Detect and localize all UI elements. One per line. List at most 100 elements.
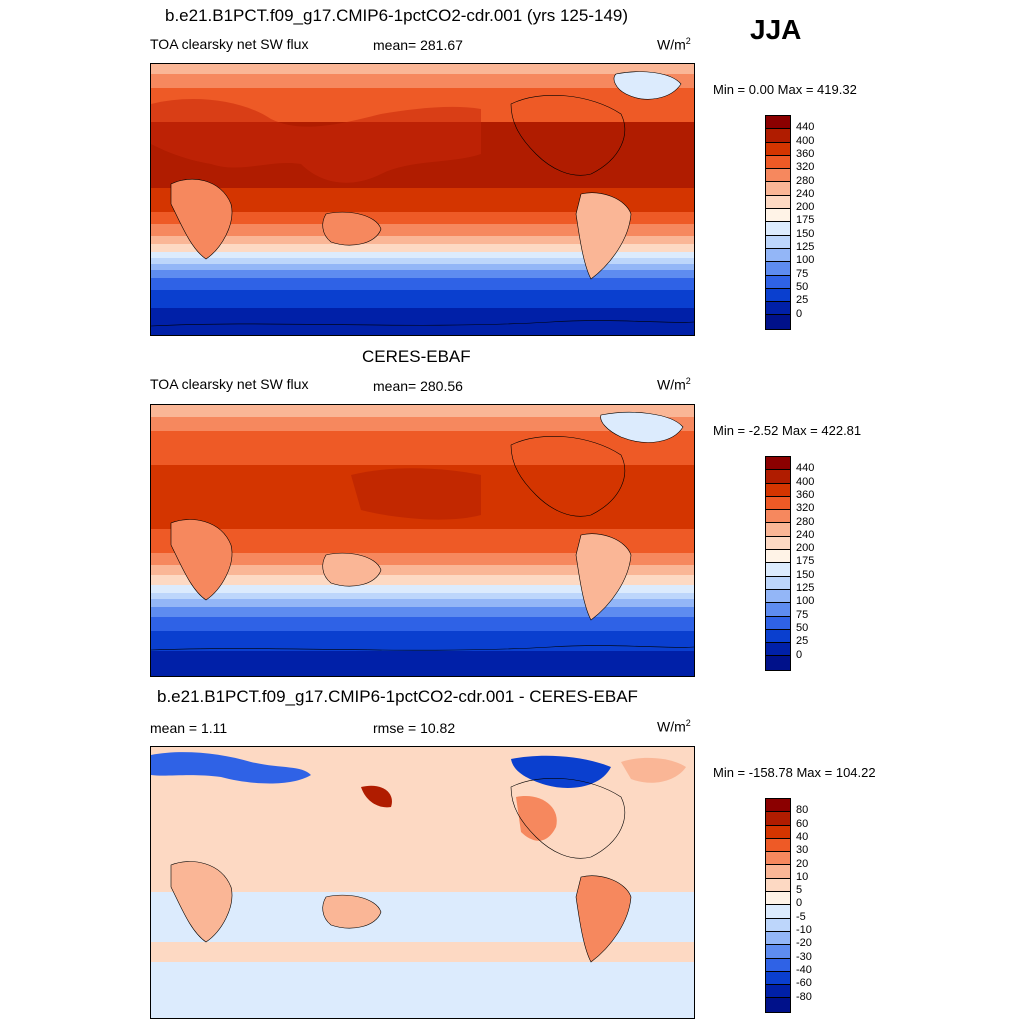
colorbar-swatch: [766, 892, 790, 906]
colorbar-tick-label: 440: [796, 121, 815, 134]
panel-2-map: [150, 404, 695, 677]
panel-3-mean: mean = 1.11: [150, 720, 228, 736]
panel-3-title: b.e21.B1PCT.f09_g17.CMIP6-1pctCO2-cdr.00…: [157, 687, 638, 706]
colorbar-swatch: [766, 971, 790, 986]
colorbar-tick-label: -5: [796, 910, 806, 923]
panel-1-units: W/m2: [657, 36, 691, 53]
colorbar-swatch: [766, 275, 790, 289]
colorbar-swatch: [766, 155, 790, 170]
colorbar-tick-label: 25: [796, 294, 809, 307]
colorbar-swatch: [766, 812, 790, 826]
colorbar-tick-label: 320: [796, 502, 815, 515]
colorbar-tick-label: 40: [796, 830, 809, 843]
colorbar-swatch: [766, 865, 790, 879]
season-label: JJA: [750, 14, 802, 45]
colorbar-tick-label: 280: [796, 515, 815, 528]
colorbar-tick-label: 80: [796, 804, 809, 817]
colorbar-swatch: [766, 838, 790, 853]
colorbar-tick-label: 360: [796, 147, 815, 160]
panel-2-colorbar: [765, 456, 791, 671]
colorbar-swatch: [766, 656, 790, 670]
colorbar-tick-label: 175: [796, 555, 815, 568]
colorbar-tick-label: 440: [796, 462, 815, 475]
colorbar-tick-label: -40: [796, 963, 812, 976]
colorbar-swatch: [766, 576, 790, 590]
colorbar-tick-label: -80: [796, 990, 812, 1003]
colorbar-swatch: [766, 302, 790, 316]
colorbar-tick-label: -60: [796, 977, 812, 990]
colorbar-swatch: [766, 288, 790, 303]
colorbar-swatch: [766, 958, 790, 972]
panel-1-colorbar: [765, 115, 791, 330]
colorbar-tick-label: 0: [796, 648, 803, 661]
colorbar-tick-label: 30: [796, 844, 809, 857]
colorbar-tick-label: 100: [796, 595, 815, 608]
colorbar-tick-label: 360: [796, 488, 815, 501]
colorbar-swatch: [766, 222, 790, 236]
colorbar-swatch: [766, 457, 790, 471]
panel-2-minmax: Min = -2.52 Max = 422.81: [713, 423, 862, 438]
panel-1-minmax: Min = 0.00 Max = 419.32: [713, 82, 857, 97]
colorbar-tick-label: 400: [796, 475, 815, 488]
colorbar-swatch: [766, 235, 790, 249]
colorbar-tick-label: 320: [796, 161, 815, 174]
colorbar-tick-label: 75: [796, 608, 809, 621]
colorbar-tick-label: 10: [796, 870, 809, 883]
colorbar-tick-label: 150: [796, 568, 815, 581]
colorbar-tick-label: 240: [796, 187, 815, 200]
colorbar-swatch: [766, 799, 790, 813]
colorbar-swatch: [766, 550, 790, 564]
panel-3-rmse: rmse = 10.82: [373, 720, 456, 736]
colorbar-tick-label: -30: [796, 950, 812, 963]
panel-1-mean: mean= 281.67: [373, 37, 463, 53]
colorbar-swatch: [766, 589, 790, 604]
colorbar-tick-label: 0: [796, 307, 803, 320]
colorbar-tick-label: -10: [796, 924, 812, 936]
panel-3-minmax: Min = -158.78 Max = 104.22: [713, 765, 876, 780]
colorbar-swatch: [766, 985, 790, 999]
panel-3-colorbar: [765, 798, 791, 1013]
colorbar-swatch: [766, 169, 790, 183]
colorbar-swatch: [766, 918, 790, 932]
colorbar-tick-label: 175: [796, 214, 815, 227]
colorbar-swatch: [766, 931, 790, 946]
colorbar-swatch: [766, 825, 790, 839]
colorbar-tick-label: 240: [796, 528, 815, 541]
colorbar-tick-label: 50: [796, 280, 809, 293]
colorbar-swatch: [766, 563, 790, 577]
panel-3-units: W/m2: [657, 718, 691, 735]
colorbar-swatch: [766, 248, 790, 263]
colorbar-swatch: [766, 195, 790, 210]
panel-1-map: [150, 63, 695, 336]
colorbar-swatch: [766, 643, 790, 657]
panel-2-title: CERES-EBAF: [362, 347, 471, 366]
colorbar-swatch: [766, 182, 790, 196]
colorbar-tick-label: 20: [796, 857, 809, 870]
colorbar-swatch: [766, 510, 790, 524]
colorbar-tick-label: 0: [796, 897, 803, 910]
colorbar-tick-label: 125: [796, 241, 815, 253]
panel-1-variable: TOA clearsky net SW flux: [150, 36, 309, 52]
colorbar-swatch: [766, 998, 790, 1012]
panel-3-map: [150, 746, 695, 1019]
colorbar-tick-label: 150: [796, 227, 815, 240]
colorbar-tick-label: 60: [796, 817, 809, 830]
colorbar-swatch: [766, 209, 790, 223]
colorbar-tick-label: 280: [796, 174, 815, 187]
colorbar-swatch: [766, 536, 790, 551]
colorbar-swatch: [766, 945, 790, 959]
colorbar-tick-label: 200: [796, 201, 815, 214]
colorbar-tick-label: 75: [796, 267, 809, 280]
colorbar-swatch: [766, 629, 790, 644]
colorbar-swatch: [766, 616, 790, 630]
colorbar-swatch: [766, 129, 790, 143]
panel-1-title: b.e21.B1PCT.f09_g17.CMIP6-1pctCO2-cdr.00…: [165, 6, 629, 25]
colorbar-swatch: [766, 142, 790, 156]
colorbar-swatch: [766, 315, 790, 329]
colorbar-tick-label: -20: [796, 937, 812, 950]
colorbar-swatch: [766, 878, 790, 893]
colorbar-tick-label: 400: [796, 134, 815, 147]
panel-2-units: W/m2: [657, 376, 691, 393]
colorbar-swatch: [766, 523, 790, 537]
colorbar-tick-label: 100: [796, 254, 815, 267]
